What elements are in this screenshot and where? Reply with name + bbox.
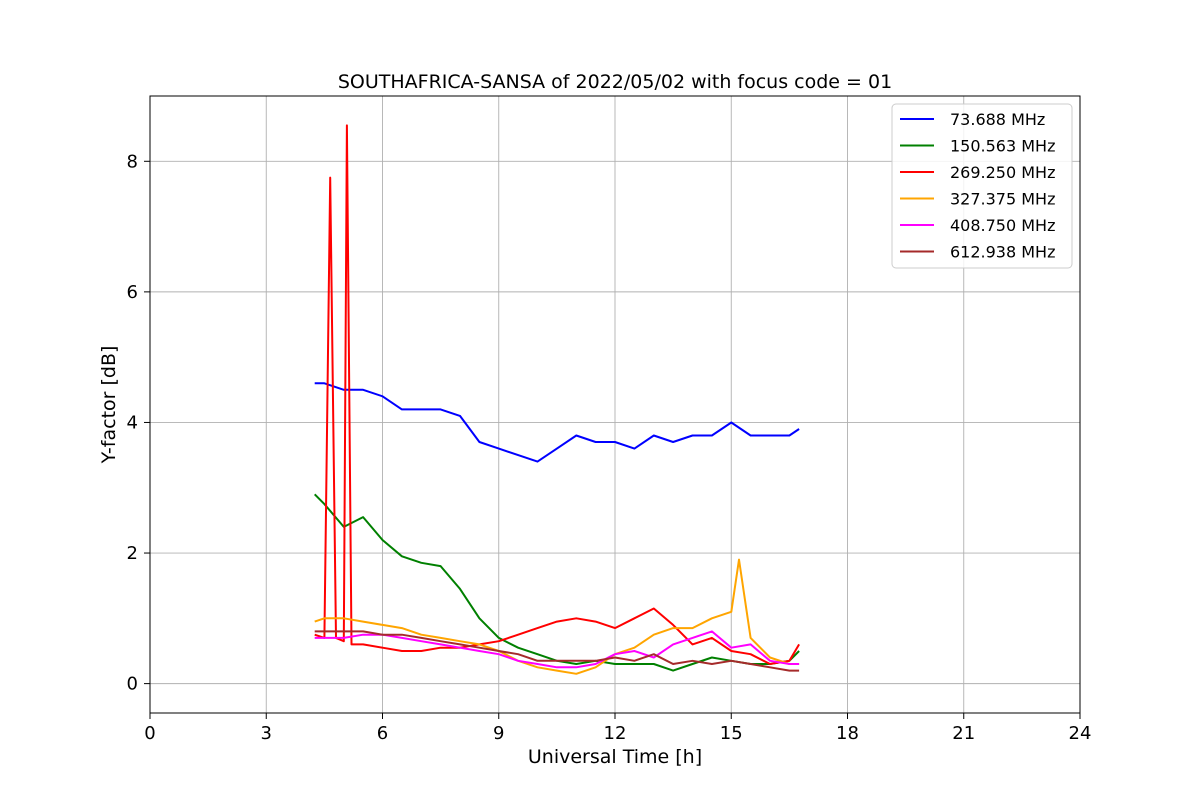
chart-title: SOUTHAFRICA-SANSA of 2022/05/02 with foc…	[338, 71, 892, 93]
y-tick-label: 4	[127, 412, 138, 433]
legend-entry: 269.250 MHz	[950, 163, 1055, 182]
legend-entry: 612.938 MHz	[950, 243, 1055, 262]
series-line-5	[314, 630, 800, 669]
legend-entry: 327.375 MHz	[950, 190, 1055, 209]
y-axis-label: Y-factor [dB]	[98, 346, 120, 465]
y-tick-label: 6	[127, 282, 138, 303]
y-tick-label: 2	[127, 543, 138, 564]
legend-box	[891, 103, 1073, 269]
series-line-3	[314, 124, 800, 665]
x-tick-label: 0	[144, 723, 155, 744]
x-tick-label: 24	[1069, 723, 1092, 744]
x-tick-label: 21	[952, 723, 975, 744]
legend-entry: 408.750 MHz	[950, 216, 1055, 235]
x-tick-label: 12	[604, 723, 627, 744]
x-tick-label: 15	[720, 723, 743, 744]
legend-entry: 150.563 MHz	[950, 137, 1055, 156]
legend: 73.688 MHz 150.563 MHz 269.250 MHz 327.375 …	[891, 103, 1073, 269]
x-tick-label: 3	[261, 723, 272, 744]
series-lines	[313, 124, 800, 675]
x-tick-label: 18	[836, 723, 859, 744]
legend-entry: 73.688 MHz	[950, 110, 1045, 129]
series-line-6	[314, 630, 800, 672]
series-line-1	[314, 382, 800, 463]
y-tick-label: 0	[127, 674, 138, 695]
series-line-4	[314, 558, 800, 675]
x-tick-label: 9	[493, 723, 504, 744]
x-axis-label: Universal Time [h]	[528, 746, 702, 768]
x-tick-label: 6	[377, 723, 388, 744]
y-tick-label: 8	[127, 151, 138, 172]
